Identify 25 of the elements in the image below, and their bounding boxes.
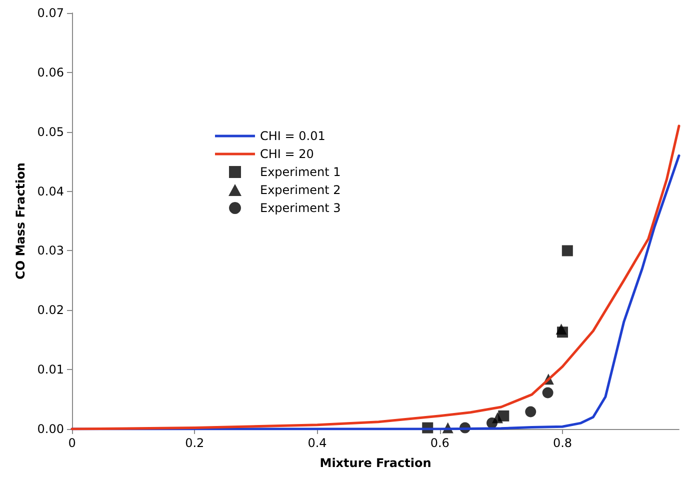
y-tick-label: 0.02 xyxy=(37,303,64,318)
point xyxy=(525,406,536,418)
x-tick-label: 0 xyxy=(68,436,76,450)
x-tick-label: 0.2 xyxy=(185,436,204,450)
legend-label: CHI = 20 xyxy=(260,147,314,161)
point xyxy=(542,387,554,398)
legend-label: Experiment 2 xyxy=(260,183,341,197)
x-tick-label: 0.4 xyxy=(308,436,327,450)
y-tick-label: 0.05 xyxy=(37,124,64,139)
y-tick-label: 0.03 xyxy=(37,244,64,258)
legend-label: Experiment 1 xyxy=(260,165,341,179)
y-tick-label: 0.04 xyxy=(37,184,64,198)
y-tick-label: 0.06 xyxy=(37,65,64,80)
y-axis-title: CO Mass Fraction xyxy=(13,162,28,280)
point xyxy=(562,245,573,256)
y-tick-label: 0.01 xyxy=(37,362,64,377)
point xyxy=(556,324,567,335)
legend-label: CHI = 0.01 xyxy=(260,129,326,143)
x-axis-title: Mixture Fraction xyxy=(320,456,432,470)
y-tick-label: 0.07 xyxy=(37,6,64,20)
x-tick-label: 0.6 xyxy=(430,436,450,450)
legend-label: Experiment 3 xyxy=(260,201,341,215)
x-tick-label: 0.8 xyxy=(552,436,572,450)
point xyxy=(486,418,498,429)
y-tick-label: 0.00 xyxy=(37,422,64,436)
